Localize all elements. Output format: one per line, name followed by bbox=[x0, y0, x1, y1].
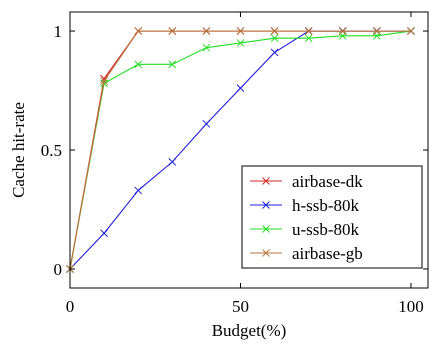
marker-stroke bbox=[304, 34, 313, 43]
legend-label: airbase-gb bbox=[292, 244, 363, 263]
marker-stroke bbox=[100, 229, 108, 238]
ticks-layer: 0 50 100 0 0.5 1 bbox=[41, 12, 428, 316]
data-point bbox=[168, 60, 177, 69]
marker-stroke bbox=[168, 158, 177, 166]
marker-stroke bbox=[262, 249, 270, 257]
data-point bbox=[338, 27, 347, 35]
data-point bbox=[270, 27, 279, 35]
series-layer bbox=[66, 27, 415, 273]
x-tick-label: 0 bbox=[66, 297, 75, 316]
legend-swatch-marker bbox=[262, 249, 270, 257]
legend-label: u-ssb-80k bbox=[292, 220, 360, 239]
x-axis-label: Budget(%) bbox=[212, 321, 287, 340]
marker-stroke bbox=[407, 27, 415, 35]
legend-entry: u-ssb-80k bbox=[250, 220, 360, 239]
y-tick-label: 1 bbox=[54, 22, 63, 41]
marker-stroke bbox=[134, 60, 143, 69]
marker-stroke bbox=[262, 201, 270, 209]
legend-label: h-ssb-80k bbox=[292, 196, 360, 215]
data-point bbox=[202, 27, 211, 35]
legend-swatch-marker bbox=[262, 177, 270, 185]
marker-stroke bbox=[236, 39, 245, 47]
marker-stroke bbox=[100, 77, 108, 85]
legend-entry: airbase-gb bbox=[250, 244, 363, 263]
marker-stroke bbox=[270, 34, 279, 43]
data-point bbox=[236, 84, 245, 92]
legend-label: airbase-dk bbox=[292, 172, 363, 191]
legend-entry: h-ssb-80k bbox=[250, 196, 360, 215]
data-point bbox=[100, 229, 108, 238]
marker-stroke bbox=[373, 27, 381, 35]
marker-stroke bbox=[270, 27, 279, 35]
marker-stroke bbox=[168, 60, 177, 69]
legend-swatch-marker bbox=[262, 201, 270, 209]
data-point bbox=[407, 27, 415, 35]
marker-stroke bbox=[168, 27, 177, 35]
data-point bbox=[134, 27, 143, 35]
data-point bbox=[168, 27, 177, 35]
data-point bbox=[202, 43, 211, 52]
data-point bbox=[134, 186, 143, 195]
data-point bbox=[168, 158, 177, 166]
marker-stroke bbox=[134, 186, 143, 195]
data-point bbox=[270, 48, 279, 57]
data-point bbox=[304, 27, 313, 35]
data-point bbox=[236, 39, 245, 47]
y-axis-label: Cache hit-rate bbox=[9, 102, 28, 198]
marker-stroke bbox=[134, 27, 143, 35]
marker-stroke bbox=[202, 43, 211, 52]
x-tick-label: 50 bbox=[232, 297, 249, 316]
legend: airbase-dk h-ssb-80k u-ssb-80k airbase-gb bbox=[241, 165, 423, 269]
data-point bbox=[373, 27, 381, 35]
marker-stroke bbox=[262, 225, 270, 233]
marker-stroke bbox=[202, 119, 211, 128]
series-airbase-gb bbox=[66, 27, 415, 273]
marker-stroke bbox=[304, 27, 313, 35]
marker-stroke bbox=[202, 27, 211, 35]
marker-stroke bbox=[270, 48, 279, 57]
legend-entry: airbase-dk bbox=[250, 172, 363, 191]
data-point bbox=[100, 77, 108, 85]
x-tick-label: 100 bbox=[398, 297, 424, 316]
legend-box bbox=[241, 165, 423, 269]
data-point bbox=[202, 119, 211, 128]
data-point bbox=[134, 60, 143, 69]
legend-swatch-marker bbox=[262, 225, 270, 233]
data-point bbox=[304, 34, 313, 43]
marker-stroke bbox=[338, 27, 347, 35]
marker-stroke bbox=[236, 84, 245, 92]
y-tick-label: 0.5 bbox=[41, 141, 62, 160]
data-point bbox=[270, 34, 279, 43]
y-tick-label: 0 bbox=[54, 260, 63, 279]
marker-stroke bbox=[262, 177, 270, 185]
data-point bbox=[236, 27, 245, 35]
marker-stroke bbox=[236, 27, 245, 35]
